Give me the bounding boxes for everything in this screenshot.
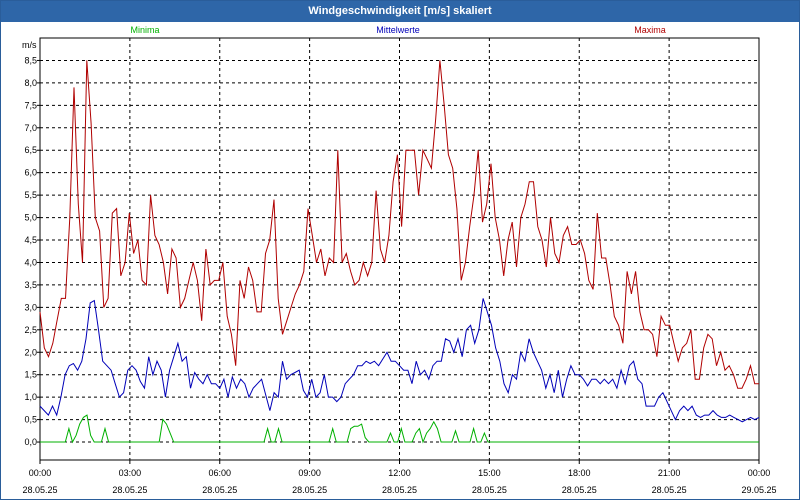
window-title: Windgeschwindigkeit [m/s] skaliert	[1, 1, 799, 22]
y-tick-label: 6,5	[24, 145, 37, 155]
x-tick-date: 28.05.25	[112, 485, 147, 495]
y-tick-label: 5,0	[24, 213, 37, 223]
y-tick-label: 7,5	[24, 100, 37, 110]
y-tick-label: 4,5	[24, 235, 37, 245]
legend-maxima: Maxima	[634, 25, 666, 35]
legend-minima: Minima	[130, 25, 159, 35]
y-tick-label: 8,0	[24, 78, 37, 88]
y-tick-label: 0,5	[24, 415, 37, 425]
x-tick-time: 12:00	[388, 468, 411, 478]
x-tick-time: 09:00	[298, 468, 321, 478]
series-line-minima	[40, 414, 759, 444]
x-tick-time: 21:00	[658, 468, 681, 478]
x-tick-time: 18:00	[568, 468, 591, 478]
x-tick-time: 03:00	[119, 468, 142, 478]
x-tick-time: 06:00	[208, 468, 231, 478]
x-tick-time: 00:00	[29, 468, 52, 478]
x-tick-date: 28.05.25	[562, 485, 597, 495]
x-tick-date: 28.05.25	[22, 485, 57, 495]
y-tick-label: 3,5	[24, 280, 37, 290]
y-tick-label: 4,0	[24, 257, 37, 267]
y-tick-label: 8,5	[24, 55, 37, 65]
x-tick-time: 15:00	[478, 468, 501, 478]
x-tick-time: 00:00	[748, 468, 771, 478]
y-tick-label: 1,5	[24, 370, 37, 380]
x-tick-date: 28.05.25	[202, 485, 237, 495]
x-tick-date: 28.05.25	[652, 485, 687, 495]
y-tick-label: 3,0	[24, 302, 37, 312]
x-tick-date: 28.05.25	[472, 485, 507, 495]
y-axis-unit: m/s	[22, 40, 37, 50]
y-tick-label: 0,0	[24, 437, 37, 447]
x-tick-date: 28.05.25	[292, 485, 327, 495]
series-line-mittelwerte	[39, 298, 760, 423]
y-tick-label: 2,5	[24, 325, 37, 335]
y-tick-label: 7,0	[24, 123, 37, 133]
x-tick-date: 29.05.25	[741, 485, 776, 495]
legend-mittelwerte: Mittelwerte	[376, 25, 420, 35]
y-tick-label: 5,5	[24, 190, 37, 200]
y-tick-label: 6,0	[24, 168, 37, 178]
y-tick-label: 1,0	[24, 392, 37, 402]
y-tick-label: 2,0	[24, 347, 37, 357]
series-line-maxima	[39, 60, 759, 389]
x-tick-date: 28.05.25	[382, 485, 417, 495]
